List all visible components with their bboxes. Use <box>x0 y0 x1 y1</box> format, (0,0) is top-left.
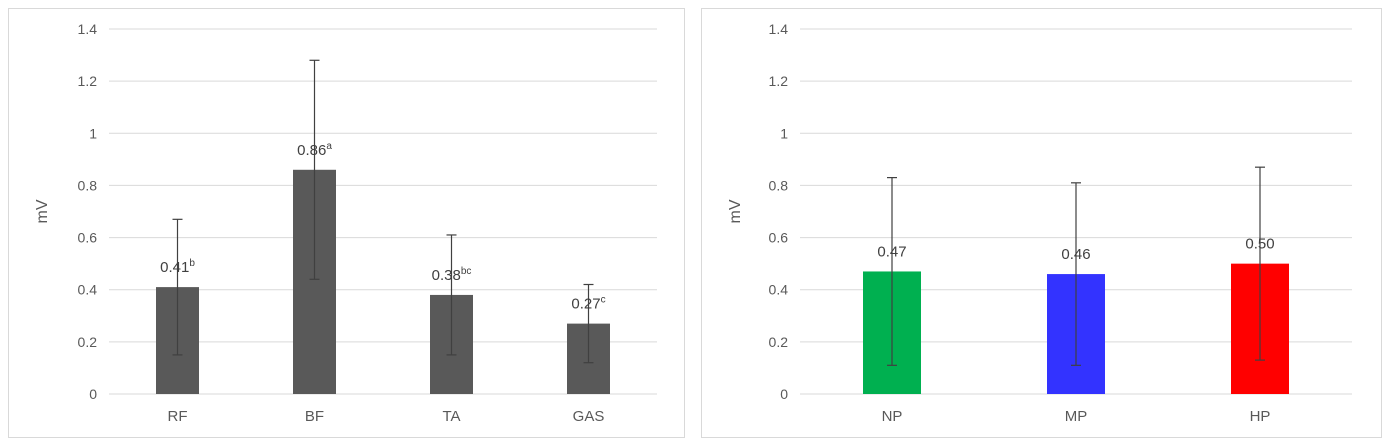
y-tick-label: 1.2 <box>769 73 789 89</box>
y-tick-label: 0.2 <box>78 334 98 350</box>
y-tick-label: 1 <box>89 125 97 141</box>
y-tick-label: 0.2 <box>769 334 789 350</box>
data-label-superscript: a <box>326 141 332 152</box>
y-tick-label: 0 <box>89 386 97 402</box>
data-label-gas: 0.27c <box>571 295 605 313</box>
chart-panel-left: 0 0.2 0.4 0.6 0.8 1 1.2 1.4 mV 0.41b RF 0.86a BF 0.38… <box>8 8 685 438</box>
chart-right-svg: 0 0.2 0.4 0.6 0.8 1 1.2 1.4 mV 0.47 NP 0.46 MP 0.50 HP <box>727 21 1352 425</box>
x-category-label: RF <box>168 408 188 425</box>
y-tick-label: 1.4 <box>78 21 98 37</box>
y-tick-label: 0.6 <box>78 230 98 246</box>
data-label-value: 0.86 <box>297 142 326 159</box>
data-label-value: 0.38 <box>432 267 461 284</box>
data-label-value: 0.47 <box>877 243 906 260</box>
y-axis-title: mV <box>727 199 744 223</box>
y-tick-label: 1.2 <box>78 73 98 89</box>
data-label-np: 0.47 <box>877 243 906 260</box>
data-label-rf: 0.41b <box>160 258 195 276</box>
data-label-ta: 0.38bc <box>432 266 472 284</box>
y-tick-label: 0.8 <box>78 177 98 193</box>
data-label-value: 0.50 <box>1245 236 1274 253</box>
data-label-hp: 0.50 <box>1245 236 1274 253</box>
chart-panel-right: 0 0.2 0.4 0.6 0.8 1 1.2 1.4 mV 0.47 NP 0.46 MP 0.50 HP <box>701 8 1382 438</box>
data-label-bf: 0.86a <box>297 141 332 159</box>
y-axis-title: mV <box>34 199 51 223</box>
data-label-superscript: c <box>601 295 606 306</box>
x-category-label: HP <box>1250 408 1271 425</box>
data-label-mp: 0.46 <box>1061 246 1090 263</box>
y-tick-label: 0.4 <box>78 282 98 298</box>
data-label-value: 0.46 <box>1061 246 1090 263</box>
data-label-value: 0.27 <box>571 296 600 313</box>
x-category-label: MP <box>1065 408 1088 425</box>
x-category-label: GAS <box>573 408 605 425</box>
y-tick-label: 0 <box>780 386 788 402</box>
y-tick-label: 0.6 <box>769 230 789 246</box>
x-category-label: NP <box>882 408 903 425</box>
y-tick-label: 1 <box>780 125 788 141</box>
chart-left-svg: 0 0.2 0.4 0.6 0.8 1 1.2 1.4 mV 0.41b RF 0.86a BF 0.38… <box>34 21 657 425</box>
data-label-superscript: bc <box>461 266 472 277</box>
y-tick-label: 1.4 <box>769 21 789 37</box>
x-category-label: BF <box>305 408 324 425</box>
data-label-superscript: b <box>189 258 195 269</box>
y-tick-label: 0.4 <box>769 282 789 298</box>
data-label-value: 0.41 <box>160 259 189 276</box>
x-category-label: TA <box>442 408 460 425</box>
y-tick-label: 0.8 <box>769 177 789 193</box>
